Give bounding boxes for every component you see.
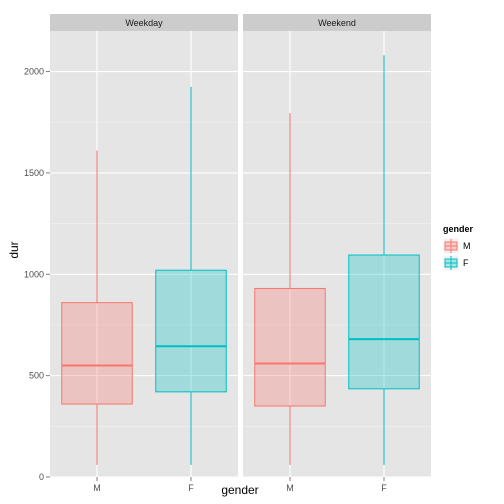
y-tick-label: 0 [39,472,44,482]
box-body [348,254,420,390]
legend-label: M [463,241,471,251]
facet-strip-label: Weekday [125,18,163,28]
legend-title: gender [443,224,474,234]
panel-background [50,31,238,477]
box-weekday-f [155,86,227,465]
y-axis: 0 500 1000 1500 2000 [24,67,50,482]
facet-panels: Weekday Weekend [50,14,431,478]
legend-item-m: M [442,237,471,255]
facet-strip [50,14,238,31]
x-tick-label: M [286,483,294,493]
legend-item-f: F [442,254,469,272]
y-axis-title: dur [7,241,21,258]
box-body [155,269,227,393]
y-tick-label: 1500 [24,168,44,178]
x-tick-label: M [93,483,101,493]
x-axis-title: gender [221,483,258,497]
facet-panel-weekday: Weekday [50,14,238,478]
y-tick-label: 2000 [24,67,44,77]
panel-background [243,31,431,477]
box-weekday-m [61,150,133,465]
box-weekend-m [254,113,326,465]
box-body [254,287,326,407]
legend-label: F [463,258,469,268]
y-tick-label: 1000 [24,269,44,279]
legend-entries: MF [442,237,471,272]
box-weekend-f [348,55,420,465]
x-tick-label: F [381,483,387,493]
facet-strip [243,14,431,31]
legend: gender MF [442,224,474,272]
x-tick-label: F [188,483,194,493]
facet-panel-weekend: Weekend [243,14,431,478]
y-tick-label: 500 [29,371,44,381]
facet-strip-label: Weekend [318,18,356,28]
box-body [61,302,133,405]
